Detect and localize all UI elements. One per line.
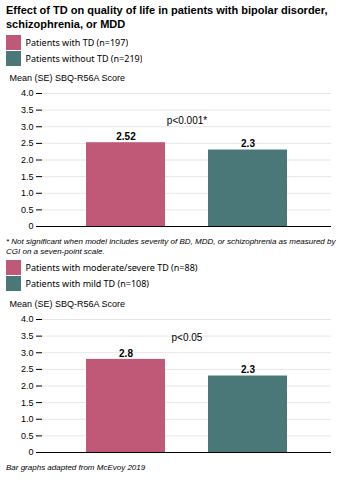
svg-text:2.0: 2.0 <box>21 155 34 165</box>
html-text:Patients with moderate/severe: Patients with moderate/severe TD (n=88) <box>25 261 198 275</box>
svg-text:p<0.05: p<0.05 <box>172 331 203 342</box>
svg-text:2.8: 2.8 <box>119 347 133 358</box>
svg-text:0.5: 0.5 <box>21 430 34 440</box>
html-text:Bar graphs adapted from McEvoy: Bar graphs adapted from McEvoy 2019 <box>6 462 146 472</box>
svg-text:2.3: 2.3 <box>241 364 255 375</box>
svg-text:3.5: 3.5 <box>21 331 34 341</box>
svg-text:1.5: 1.5 <box>21 172 34 182</box>
html-text:Patients with mild TD (n=108): Patients with mild TD (n=108) <box>25 277 150 291</box>
svg-text:0: 0 <box>28 447 33 457</box>
svg-text:2.5: 2.5 <box>21 364 34 374</box>
svg-text:Mean (SE) SBQ-R56A Score: Mean (SE) SBQ-R56A Score <box>10 299 126 309</box>
svg-text:2.52: 2.52 <box>116 131 136 142</box>
svg-text:3.0: 3.0 <box>21 122 34 132</box>
svg-text:3.5: 3.5 <box>21 105 34 115</box>
svg-text:4.0: 4.0 <box>21 88 34 98</box>
svg-text:Mean (SE) SBQ-R56A Score: Mean (SE) SBQ-R56A Score <box>10 73 126 83</box>
html-text:Patients without TD (n=219): Patients without TD (n=219) <box>25 51 143 65</box>
svg-text:1.0: 1.0 <box>21 188 34 198</box>
svg-text:0: 0 <box>28 221 33 231</box>
html-text:Patients with TD (n=197): Patients with TD (n=197) <box>25 35 129 49</box>
svg-text:4.0: 4.0 <box>21 314 34 324</box>
svg-text:0.5: 0.5 <box>21 205 34 215</box>
html-text:Effect of TD on quality of lif: Effect of TD on quality of life in patie… <box>6 4 328 30</box>
html-text:* Not significant when model i: * Not significant when model includes se… <box>6 237 336 256</box>
svg-text:2.0: 2.0 <box>21 381 34 391</box>
svg-text:1.5: 1.5 <box>21 397 34 407</box>
svg-text:p<0.001*: p<0.001* <box>167 115 207 126</box>
svg-text:2.3: 2.3 <box>241 138 255 149</box>
svg-text:2.5: 2.5 <box>21 138 34 148</box>
svg-text:3.0: 3.0 <box>21 347 34 357</box>
svg-text:1.0: 1.0 <box>21 414 34 424</box>
